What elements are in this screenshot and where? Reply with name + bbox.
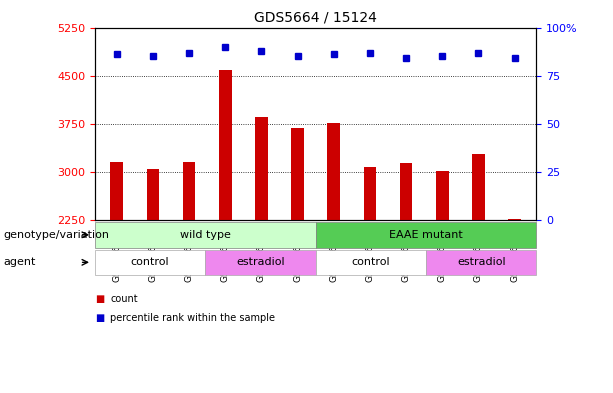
Bar (255, 118, 268, 220)
Text: EAAE mutant: EAAE mutant (389, 230, 463, 240)
Bar (327, 123, 340, 220)
Bar (400, 163, 413, 220)
Bar (291, 128, 304, 220)
Bar (508, 219, 521, 220)
Text: wild type: wild type (180, 230, 230, 240)
Text: control: control (131, 257, 170, 267)
Text: count: count (110, 294, 138, 304)
Bar (110, 162, 123, 220)
Title: GDS5664 / 15124: GDS5664 / 15124 (254, 11, 377, 25)
Bar (472, 154, 485, 220)
Bar (219, 70, 232, 220)
Bar (436, 171, 449, 220)
Text: percentile rank within the sample: percentile rank within the sample (110, 313, 275, 323)
Text: control: control (351, 257, 390, 267)
Text: estradiol: estradiol (457, 257, 506, 267)
Bar (183, 162, 196, 220)
Text: ■: ■ (95, 294, 104, 304)
Text: ■: ■ (95, 313, 104, 323)
Text: genotype/variation: genotype/variation (3, 230, 109, 240)
Bar (147, 169, 159, 220)
Text: agent: agent (3, 257, 36, 267)
Bar (364, 167, 376, 220)
Text: estradiol: estradiol (236, 257, 285, 267)
